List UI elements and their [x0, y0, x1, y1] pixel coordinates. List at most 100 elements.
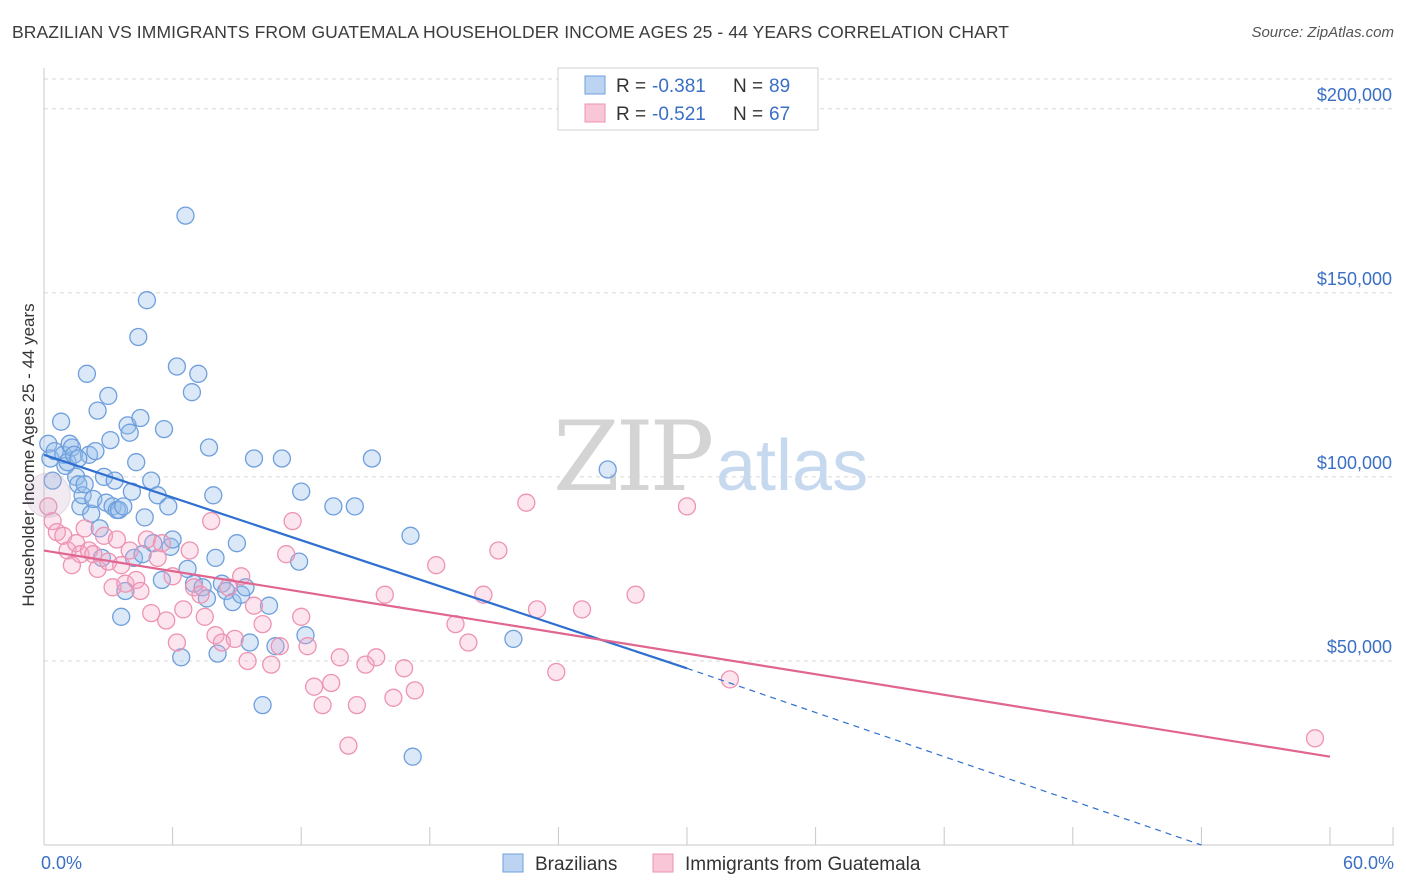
guatemala-point-58 — [394, 659, 414, 678]
brazilians-point-0 — [39, 434, 58, 453]
guatemala-point-65 — [517, 493, 536, 512]
brazilians-point-15 — [77, 364, 97, 383]
brazilians-point-82 — [362, 449, 382, 468]
guatemala-point-72 — [1305, 729, 1325, 748]
legend-r-value-2: -0.521 — [652, 104, 706, 125]
brazilians-point-68 — [227, 534, 247, 553]
guatemala-point-27 — [167, 633, 187, 652]
guatemala-point-31 — [191, 585, 210, 604]
brazilians-point-63 — [206, 548, 225, 568]
legend-n-value-2: 67 — [769, 104, 790, 125]
guatemala-point-34 — [206, 626, 225, 645]
brazilians-point-51 — [163, 530, 182, 549]
guatemala-point-41 — [253, 614, 272, 634]
guatemala-point-52 — [339, 736, 358, 755]
guatemala-point-50 — [322, 673, 341, 693]
brazilians-point-61 — [199, 438, 219, 457]
brazilians-point-74 — [259, 596, 279, 615]
legend-swatch-brazilians — [584, 75, 606, 95]
y-tick-label-3: $200,000 — [1317, 85, 1392, 105]
guatemala-point-11 — [88, 559, 107, 579]
guatemala-point-23 — [148, 548, 167, 568]
brazilians-point-32 — [114, 497, 133, 516]
brazilians-point-81 — [345, 497, 364, 516]
brazilians-point-54 — [176, 206, 195, 225]
x-tick-label-1: 60.0% — [1343, 853, 1394, 873]
brazilians-point-39 — [129, 327, 148, 347]
brazilians-point-73 — [253, 695, 272, 715]
brazilians-point-8 — [62, 438, 82, 457]
guatemala-point-69 — [626, 585, 645, 604]
bottom-legend-swatch-guatemala — [652, 853, 674, 873]
brazilians-point-72 — [244, 449, 264, 468]
brazilians-point-42 — [135, 508, 154, 527]
axes — [43, 68, 1394, 846]
brazilians-point-26 — [101, 430, 120, 450]
guatemala-point-57 — [384, 688, 403, 707]
brazilians-point-86 — [598, 460, 617, 479]
brazilians-point-80 — [324, 497, 343, 516]
bottom-legend: Brazilians Immigrants from Guatemala — [502, 853, 921, 875]
brazilians-point-13 — [73, 486, 92, 505]
y-tick-label-0: $50,000 — [1327, 637, 1392, 657]
brazilians-point-25 — [99, 386, 118, 406]
guatemala-point-70 — [677, 497, 697, 516]
guatemala-point-49 — [313, 695, 332, 715]
brazilians-point-71 — [240, 633, 259, 652]
guatemala-point-21 — [137, 530, 157, 549]
guatemala-point-56 — [375, 585, 394, 604]
brazilians-point-35 — [120, 423, 139, 442]
brazilians-point-75 — [266, 637, 285, 656]
brazilians-point-31 — [112, 607, 131, 626]
guatemala-point-64 — [489, 541, 508, 560]
guatemala-point-59 — [405, 681, 424, 700]
brazilians-point-47 — [152, 570, 172, 590]
brazilians-point-20 — [88, 401, 107, 420]
guatemala-point-67 — [547, 662, 566, 682]
brazilians-point-83 — [401, 526, 420, 545]
legend-r-label-1: R = — [616, 76, 646, 97]
brazilians-point-87 — [43, 471, 62, 490]
guatemala-point-18 — [120, 541, 139, 560]
brazilians-point-3 — [51, 412, 71, 431]
brazilians-point-64 — [208, 644, 227, 663]
brazilians-point-78 — [292, 482, 311, 501]
guatemala-point-47 — [298, 637, 317, 656]
overlap-point-cluster — [25, 472, 71, 518]
guatemala-point-8 — [75, 519, 94, 538]
guatemala-point-62 — [459, 633, 478, 652]
bottom-legend-guatemala: Immigrants from Guatemala — [685, 854, 921, 875]
guatemala-point-66 — [527, 600, 547, 619]
brazilians-trend-extension — [686, 667, 1202, 846]
guatemala-point-71 — [720, 670, 740, 689]
guatemala-point-42 — [262, 655, 281, 674]
brazilians-points — [39, 206, 617, 766]
legend-n-value-1: 89 — [769, 76, 790, 97]
guatemala-point-33 — [202, 511, 221, 531]
brazilians-point-79 — [296, 626, 315, 645]
brazilians-point-52 — [167, 357, 187, 376]
brazilians-point-11 — [69, 475, 88, 494]
legend-n-label-2: N = — [733, 104, 763, 125]
brazilians-point-84 — [403, 747, 422, 766]
brazilians-point-62 — [204, 486, 223, 505]
brazilians-point-53 — [172, 648, 191, 667]
bottom-legend-swatch-brazilians — [502, 853, 524, 873]
brazilians-point-14 — [75, 475, 94, 494]
guatemala-point-37 — [225, 629, 244, 649]
y-tick-labels: $50,000 $100,000 $150,000 $200,000 — [1317, 85, 1392, 657]
guatemala-point-22 — [142, 603, 161, 623]
guatemala-point-29 — [180, 541, 199, 560]
guatemala-point-60 — [427, 556, 446, 575]
guatemala-point-51 — [330, 648, 349, 667]
guatemala-point-32 — [195, 607, 214, 626]
legend-swatch-guatemala — [584, 103, 606, 123]
guatemala-point-17 — [116, 574, 135, 593]
brazilians-point-56 — [182, 383, 202, 402]
brazilians-point-19 — [86, 441, 105, 461]
x-tick-label-0: 0.0% — [41, 853, 82, 873]
brazilians-point-58 — [189, 364, 208, 383]
chart-title: BRAZILIAN VS IMMIGRANTS FROM GUATEMALA H… — [12, 22, 1010, 42]
guatemala-point-43 — [270, 637, 289, 656]
legend-r-label-2: R = — [616, 104, 646, 125]
